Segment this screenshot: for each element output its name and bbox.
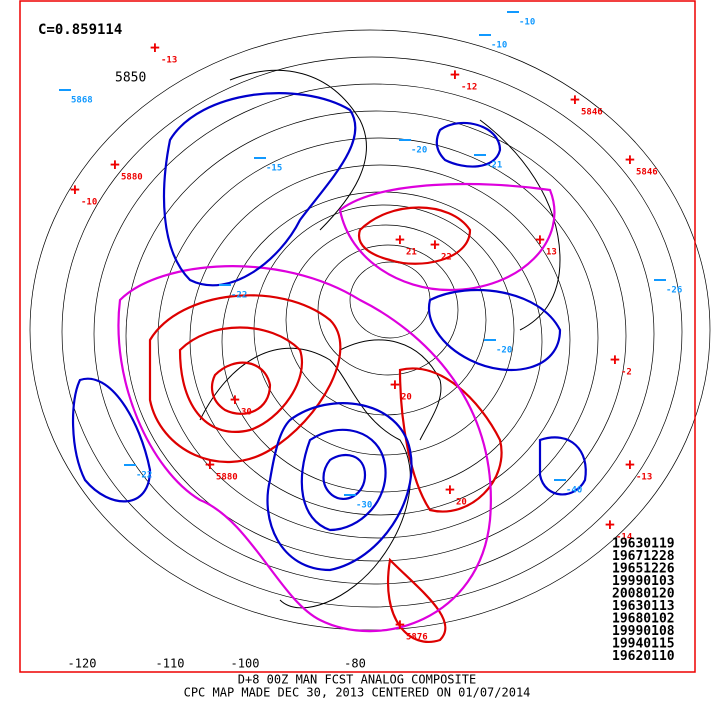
correlation-label: C=0.859114	[38, 22, 122, 38]
footer-line-2: CPC MAP MADE DEC 30, 2013 CENTERED ON 01…	[184, 686, 531, 700]
low-label: -30	[356, 501, 372, 511]
anomaly-centers: +-13+-12+5846+5846+5880+-10+21 +22+13+-2+…	[59, 11, 682, 643]
low-label: -20	[496, 346, 512, 356]
longitude-label: -110	[156, 657, 185, 671]
low-label: -10	[519, 18, 535, 28]
analog-date: 19940115	[612, 637, 675, 652]
analog-date: 19651226	[612, 562, 675, 577]
high-marker: +	[625, 150, 635, 169]
analog-date: 19990103	[612, 574, 675, 589]
high-marker: +	[230, 390, 240, 409]
high-marker: +	[70, 180, 80, 199]
high-label: 5876	[406, 633, 428, 643]
high-label: -12	[461, 83, 477, 93]
high-marker: +	[205, 455, 215, 474]
analog-date: 19671228	[612, 549, 675, 564]
high-label: 13	[546, 248, 557, 258]
high-marker: +	[570, 90, 580, 109]
high-label: 5880	[121, 173, 143, 183]
high-label: -13	[636, 473, 652, 483]
analog-date: 20080120	[612, 587, 675, 602]
high-marker: +	[625, 455, 635, 474]
low-label: 5868	[71, 96, 93, 106]
longitude-label: -100	[231, 657, 260, 671]
high-label: 30	[241, 408, 252, 418]
high-label: 22	[441, 253, 452, 263]
high-marker: +	[605, 515, 615, 534]
low-label: -26	[666, 286, 682, 296]
high-marker: +	[150, 38, 160, 57]
high-label: 5846	[581, 108, 603, 118]
longitude-label: -120	[68, 657, 97, 671]
longitude-labels: -120 -110 -100 -80	[68, 657, 366, 671]
high-marker: +	[110, 155, 120, 174]
high-label: 5846	[636, 168, 658, 178]
analog-date: 19620110	[612, 649, 675, 664]
high-marker: +	[430, 235, 440, 254]
high-label: 5880	[216, 473, 238, 483]
low-label: -22	[136, 471, 152, 481]
footer-line-1: D+8 00Z MAN FCST ANALOG COMPOSITE	[238, 673, 476, 687]
high-label: 20	[401, 393, 412, 403]
low-label: -40	[566, 486, 582, 496]
low-label: -21	[486, 161, 502, 171]
low-label: -20	[411, 146, 427, 156]
high-label: -2	[621, 368, 632, 378]
high-label: -13	[161, 56, 177, 66]
high-label: -10	[81, 198, 97, 208]
high-label: 21	[406, 248, 417, 258]
map-frame	[19, 0, 696, 673]
analog-date: 19680102	[612, 612, 675, 627]
anomaly-contours	[71, 92, 587, 643]
high-marker: +	[445, 480, 455, 499]
low-label: -10	[491, 41, 507, 51]
analog-date: 19630119	[612, 537, 675, 552]
analog-date: 19990108	[612, 624, 675, 639]
high-label: -14	[616, 533, 633, 543]
high-marker: +	[450, 65, 460, 84]
analog-dates: 1963011919671228196512261999010320080120…	[612, 537, 675, 665]
coastlines	[199, 69, 561, 609]
low-label: -22	[231, 291, 247, 301]
high-marker: +	[535, 230, 545, 249]
height-label: 5850	[115, 71, 146, 86]
analog-date: 19630113	[612, 599, 675, 614]
high-label: 20	[456, 498, 467, 508]
high-marker: +	[610, 350, 620, 369]
longitude-label: -80	[344, 657, 366, 671]
high-marker: +	[395, 230, 405, 249]
low-label: -15	[266, 164, 282, 174]
high-marker: +	[390, 375, 400, 394]
high-marker: +	[395, 615, 405, 634]
